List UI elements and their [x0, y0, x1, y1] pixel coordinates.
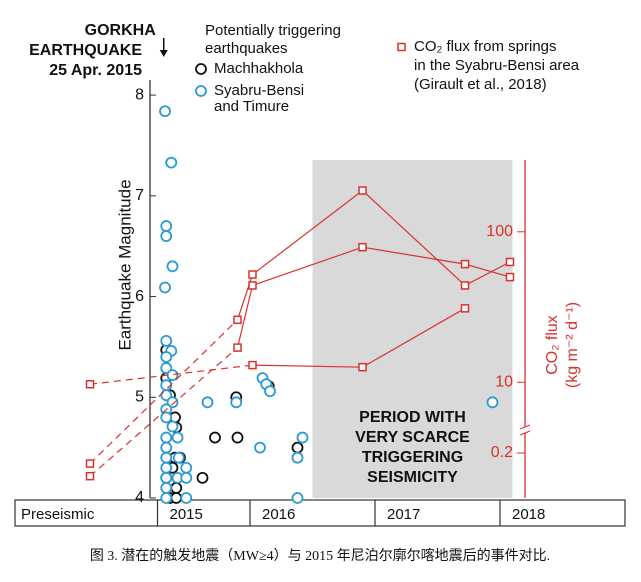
y2-tick-label: 100 [486, 223, 513, 240]
co2-point [233, 315, 242, 325]
earthquake-point [166, 420, 179, 433]
earthquake-point [160, 471, 173, 484]
co2-point [248, 360, 257, 370]
band-label: 2016 [262, 506, 295, 523]
band-label: 2018 [512, 506, 545, 523]
co2-point [505, 257, 515, 267]
earthquake-point [160, 492, 173, 504]
legend-marker [195, 85, 207, 97]
co2-point [85, 459, 95, 468]
caption: 图 3. 潜在的触发地震（MW≥4）与 2015 年尼泊尔廓尔喀地震后的事件对比… [90, 547, 550, 564]
earthquake-point [160, 230, 173, 243]
earthquake-point [160, 441, 173, 454]
co2-point [248, 281, 257, 290]
axis-break [519, 424, 531, 430]
y2-tick-label: 0.2 [491, 444, 513, 461]
earthquake-point [296, 431, 309, 444]
earthquake-point [160, 461, 173, 474]
band-label: 2015 [170, 506, 203, 523]
band-label: 2017 [387, 506, 420, 523]
co2-point [358, 362, 367, 372]
earthquake-point [264, 385, 276, 398]
annotation: PERIOD WITH [359, 409, 466, 426]
shaded-period [312, 160, 513, 498]
co2-point [358, 242, 367, 252]
legend-marker [397, 42, 406, 52]
annotation: TRIGGERING [362, 449, 463, 466]
y-tick-label: 4 [135, 489, 144, 506]
co2-line [89, 364, 253, 385]
earthquake-point [166, 369, 179, 382]
earthquake-point [170, 482, 183, 494]
earthquake-point [160, 220, 173, 232]
earthquake-point [291, 451, 304, 464]
earthquake-point [209, 431, 221, 444]
earthquake-point [159, 281, 171, 294]
earthquake-point [180, 492, 193, 504]
earthquake-point [160, 351, 173, 363]
earthquake-point [486, 396, 499, 409]
earthquake-point [291, 492, 304, 504]
earthquake-point [180, 471, 193, 484]
y-tick-label: 5 [135, 388, 144, 405]
earthquake-point [231, 431, 244, 444]
earthquake-point [160, 482, 173, 494]
earthquake-point [166, 260, 179, 273]
earthquake-point [170, 492, 183, 504]
y-tick-label: 8 [135, 86, 144, 103]
y-tick-label: 7 [135, 187, 144, 204]
legend-title: earthquakes [205, 40, 288, 57]
event-label: GORKHA [85, 22, 157, 39]
legend-label: CO₂ flux from springs [414, 38, 557, 55]
y-tick-label: 6 [135, 288, 144, 305]
earthquake-point [160, 451, 173, 464]
legend-title: Potentially triggering [205, 22, 341, 39]
co2-point [460, 259, 470, 269]
earthquake-point [160, 411, 173, 424]
axis-break [519, 430, 531, 436]
co2-line [89, 347, 238, 477]
annotation: SEISMICITY [367, 469, 458, 486]
earthquake-point [196, 471, 209, 484]
co2-point [358, 186, 367, 195]
co2-point [85, 471, 95, 481]
co2-point [85, 380, 95, 389]
earthquake-point [172, 451, 185, 464]
event-arrowhead [159, 50, 168, 57]
co2-point [505, 272, 515, 282]
co2-point [248, 270, 257, 279]
co2-point [460, 304, 470, 313]
legend-label: in the Syabru-Bensi area [414, 57, 580, 74]
annotation: VERY SCARCE [355, 429, 470, 446]
co2-point [460, 281, 470, 290]
earthquake-point [201, 396, 214, 409]
y-axis-label: Earthquake Magnitude [115, 179, 134, 350]
event-label: EARTHQUAKE [29, 42, 142, 59]
earthquake-point [180, 461, 193, 474]
legend-label: (Girault et al., 2018) [414, 76, 547, 93]
y2-tick-label: 10 [495, 373, 513, 390]
legend-marker [195, 63, 207, 75]
band-label: Preseismic [21, 506, 95, 523]
earthquake-point [160, 334, 173, 347]
earthquake-point [160, 431, 173, 444]
earthquake-point [159, 105, 171, 118]
co2-point [233, 343, 242, 352]
y2-axis-label: CO₂ flux [544, 315, 561, 375]
time-axis-box [14, 499, 626, 527]
earthquake-point [254, 441, 266, 454]
co2-line [89, 319, 238, 464]
legend-label: Syabru-Bensi and Timure [214, 82, 305, 115]
y2-axis-label: (kg m⁻² d⁻¹) [564, 302, 581, 388]
earthquake-point [291, 441, 304, 454]
earthquake-point [165, 156, 178, 169]
legend-label: Machhakhola [214, 60, 304, 77]
earthquake-point [171, 431, 184, 444]
earthquake-point [230, 396, 243, 409]
event-label: 25 Apr. 2015 [49, 62, 142, 79]
